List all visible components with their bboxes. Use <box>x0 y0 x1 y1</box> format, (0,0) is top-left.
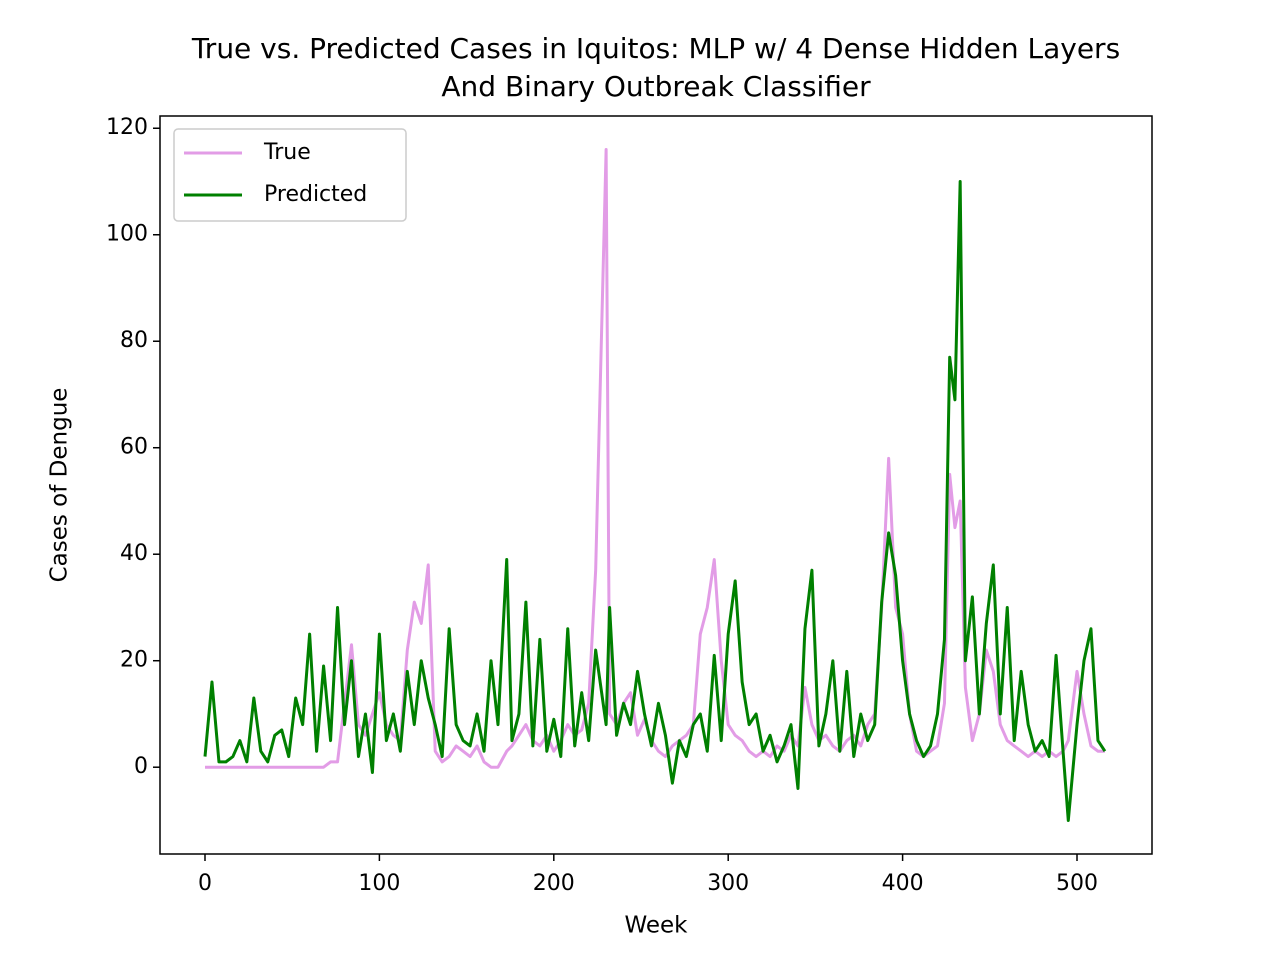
x-tick-label: 0 <box>198 871 212 896</box>
y-tick-label: 40 <box>120 541 148 566</box>
plot-frame <box>159 115 1153 855</box>
y-tick-label: 20 <box>120 648 148 673</box>
data-line <box>205 148 1105 769</box>
x-tick-label: 400 <box>882 871 924 896</box>
x-tick-label: 300 <box>707 871 749 896</box>
x-tick-label: 500 <box>1056 871 1098 896</box>
legend-label: Predicted <box>264 182 367 207</box>
y-tick-label: 120 <box>106 115 148 140</box>
y-axis-label: Cases of Dengue <box>47 388 73 583</box>
y-tick-label: 0 <box>134 754 148 779</box>
chart-title: True vs. Predicted Cases in Iquitos: MLP… <box>191 32 1120 65</box>
y-tick-label: 100 <box>106 222 148 247</box>
y-tick-label: 60 <box>120 435 148 460</box>
y-tick-label: 80 <box>120 328 148 353</box>
x-tick-label: 200 <box>533 871 575 896</box>
data-line <box>203 179 1107 822</box>
chart-title: And Binary Outbreak Classifier <box>441 70 871 103</box>
legend-label: True <box>263 140 311 165</box>
x-tick-label: 100 <box>358 871 400 896</box>
x-axis-label: Week <box>624 913 688 939</box>
